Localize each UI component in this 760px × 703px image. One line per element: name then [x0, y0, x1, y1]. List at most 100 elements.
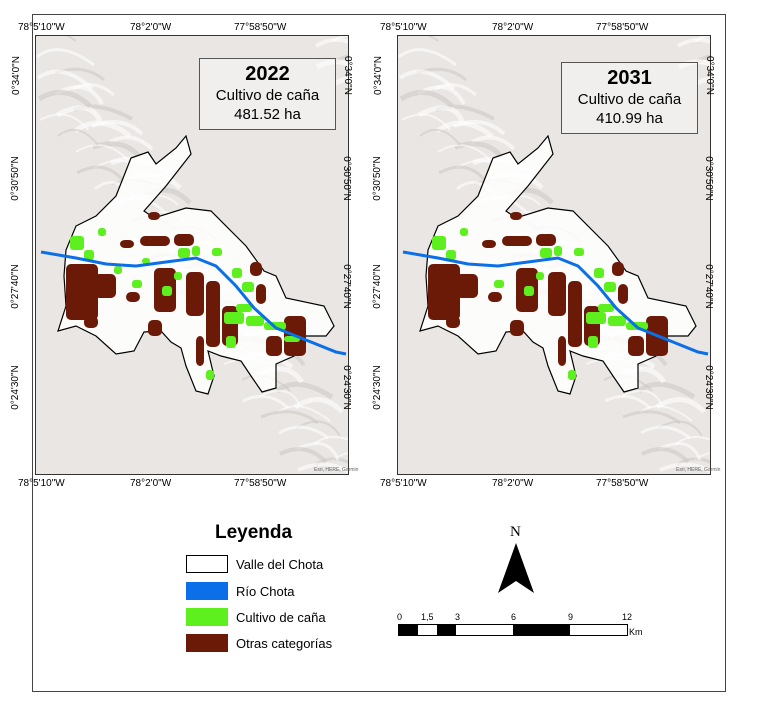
lat-label: 0°27'40"N	[702, 264, 714, 309]
otras-patch	[628, 336, 644, 356]
map-graphic	[36, 36, 348, 474]
map-panel-2022[interactable]	[35, 35, 349, 475]
cana-patch	[446, 250, 456, 260]
otras-patch	[256, 284, 266, 304]
cana-patch	[242, 282, 254, 292]
otras-patch	[488, 292, 502, 302]
lon-label: 78°2'0"W	[492, 22, 534, 33]
lat-label: 0°34'0"N	[703, 56, 715, 95]
lon-label: 77°58'50"W	[596, 22, 649, 33]
lon-label: 78°2'0"W	[130, 478, 172, 489]
map-graphic	[398, 36, 710, 474]
map-credit: Esri, HERE, Garmin	[314, 467, 359, 473]
lat-label: 0°30'50"N	[9, 156, 21, 201]
lat-label: 0°34'0"N	[341, 56, 353, 95]
cana-patch	[192, 246, 200, 256]
legend-label: Valle del Chota	[236, 557, 324, 572]
lat-label: 0°27'40"N	[9, 264, 21, 309]
cultivo-de-cana-layer	[432, 228, 648, 380]
cana-patch	[524, 286, 534, 296]
otras-patch	[618, 284, 628, 304]
cana-patch	[554, 246, 562, 256]
map-area: 481.52 ha	[234, 106, 301, 123]
cana-patch	[142, 258, 150, 264]
legend-swatch	[186, 608, 228, 626]
legend-label: Cultivo de caña	[236, 610, 326, 625]
cana-patch	[246, 316, 264, 326]
otras-patch	[612, 262, 624, 276]
cana-patch	[162, 286, 172, 296]
cana-patch	[174, 272, 182, 280]
legend-label: Río Chota	[236, 584, 295, 599]
lat-label: 0°27'40"N	[371, 264, 383, 309]
rio-chota-line	[40, 250, 347, 356]
otras-categorias-layer	[66, 212, 306, 366]
lon-label: 78°2'0"W	[130, 22, 172, 33]
info-box-2022: 2022 Cultivo de caña 481.52 ha	[199, 58, 336, 130]
layout-frame	[32, 14, 726, 692]
scale-tick: 1,5	[421, 612, 434, 622]
cana-patch	[84, 250, 94, 260]
lon-label: 78°2'0"W	[492, 478, 534, 489]
cana-patch	[236, 304, 252, 312]
otras-categorias-layer	[428, 212, 668, 366]
map-subtitle: Cultivo de caña	[215, 87, 320, 104]
cana-patch	[604, 282, 616, 292]
cana-patch	[132, 280, 142, 288]
lon-label: 77°58'50"W	[234, 22, 287, 33]
cana-patch	[568, 370, 576, 380]
lat-label: 0°24'30"N	[371, 365, 383, 410]
cana-patch	[594, 268, 604, 278]
lat-label: 0°30'50"N	[340, 156, 352, 201]
otras-patch	[120, 240, 134, 248]
cana-patch	[114, 266, 122, 274]
lat-label: 0°24'30"N	[702, 365, 714, 410]
lat-label: 0°24'30"N	[9, 365, 21, 410]
lon-label: 77°58'50"W	[234, 478, 287, 489]
map-area: 410.99 ha	[596, 110, 663, 127]
lat-label: 0°27'40"N	[340, 264, 352, 309]
otras-patch	[502, 236, 532, 246]
cana-patch	[70, 236, 84, 250]
scale-tick: 9	[568, 612, 574, 622]
cana-patch	[212, 248, 222, 256]
cana-patch	[588, 336, 598, 348]
lat-label: 0°30'50"N	[702, 156, 714, 201]
otras-patch	[266, 336, 282, 356]
map-year: 2031	[607, 67, 652, 89]
otras-patch	[558, 336, 566, 366]
otras-patch	[186, 272, 204, 316]
otras-patch	[148, 212, 160, 220]
cana-patch	[540, 248, 552, 258]
otras-patch	[510, 320, 524, 336]
scale-bar	[398, 624, 628, 636]
map-year: 2022	[245, 63, 290, 85]
lon-label: 78°5'10"W	[380, 22, 427, 33]
map-credit: Esri, HERE, Garmin	[676, 467, 721, 473]
otras-patch	[548, 272, 566, 316]
otras-patch	[66, 264, 98, 320]
scale-tick: 12	[622, 612, 633, 622]
otras-patch	[250, 262, 262, 276]
scale-unit: Km	[629, 627, 643, 637]
cana-patch	[226, 336, 236, 348]
otras-patch	[428, 264, 460, 320]
cana-patch	[586, 312, 606, 324]
legend-title: Leyenda	[215, 522, 293, 543]
cana-patch	[232, 268, 242, 278]
cana-patch	[536, 272, 544, 280]
scale-tick: 0	[397, 612, 403, 622]
map-panel-2031[interactable]	[397, 35, 711, 475]
cana-patch	[178, 248, 190, 258]
otras-patch	[482, 240, 496, 248]
scale-tick: 6	[511, 612, 517, 622]
lon-label: 78°5'10"W	[380, 478, 427, 489]
lon-label: 78°5'10"W	[18, 478, 65, 489]
lat-label: 0°34'0"N	[10, 56, 22, 95]
otras-patch	[206, 281, 220, 347]
otras-patch	[456, 274, 478, 298]
otras-patch	[536, 234, 556, 246]
rio-chota-line	[402, 250, 709, 356]
cana-patch	[460, 228, 468, 236]
info-box-2031: 2031 Cultivo de caña 410.99 ha	[561, 62, 698, 134]
